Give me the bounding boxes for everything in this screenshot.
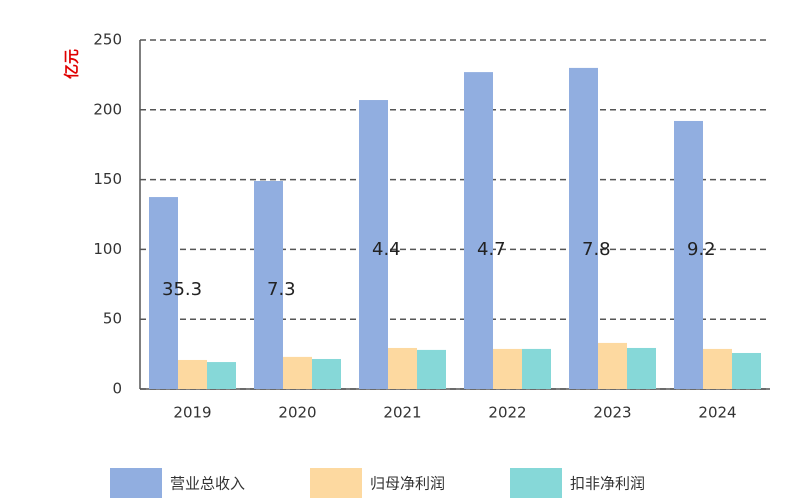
- annotation: 9.2: [687, 239, 716, 260]
- legend-swatch: [310, 468, 362, 498]
- legend-swatch: [510, 468, 562, 498]
- bar: [207, 362, 236, 389]
- bar: [312, 358, 341, 389]
- bar: [464, 72, 493, 389]
- annotation: 4.7: [477, 239, 506, 260]
- bar: [359, 100, 388, 389]
- x-tick-label: 2019: [173, 404, 211, 422]
- bar: [569, 67, 598, 390]
- legend-label: 归母净利润: [370, 475, 445, 493]
- legend-swatch: [110, 468, 162, 498]
- x-tick-label: 2021: [383, 404, 421, 422]
- y-tick-label: 0: [112, 380, 122, 398]
- bar: [493, 348, 522, 389]
- y-tick-label: 250: [93, 31, 122, 49]
- bar: [522, 348, 551, 389]
- bar: [283, 356, 312, 389]
- x-tick-label: 2023: [593, 404, 631, 422]
- bar: [254, 180, 283, 389]
- legend-label: 营业总收入: [170, 475, 245, 493]
- y-tick-label: 200: [93, 100, 122, 118]
- bar: [703, 348, 732, 389]
- legend-label: 扣非净利润: [570, 475, 645, 493]
- x-tick-label: 2022: [488, 404, 526, 422]
- y-tick-label: 150: [93, 170, 122, 188]
- annotation: 7.3: [267, 279, 296, 300]
- y-axis-label: 亿元: [63, 49, 81, 79]
- annotation: 35.3: [162, 279, 202, 300]
- bar: [178, 359, 207, 389]
- bar: [627, 347, 656, 389]
- x-tick-label: 2024: [698, 404, 736, 422]
- bar: [732, 352, 761, 389]
- annotation: 7.8: [582, 239, 611, 260]
- bar: [388, 347, 417, 389]
- annotation: 4.4: [372, 239, 401, 260]
- x-tick-label: 2020: [278, 404, 316, 422]
- y-tick-label: 50: [103, 310, 122, 328]
- bar: [417, 349, 446, 389]
- y-tick-label: 100: [93, 240, 122, 258]
- bar: [149, 197, 178, 389]
- bar: [598, 342, 627, 389]
- bar: [674, 120, 703, 389]
